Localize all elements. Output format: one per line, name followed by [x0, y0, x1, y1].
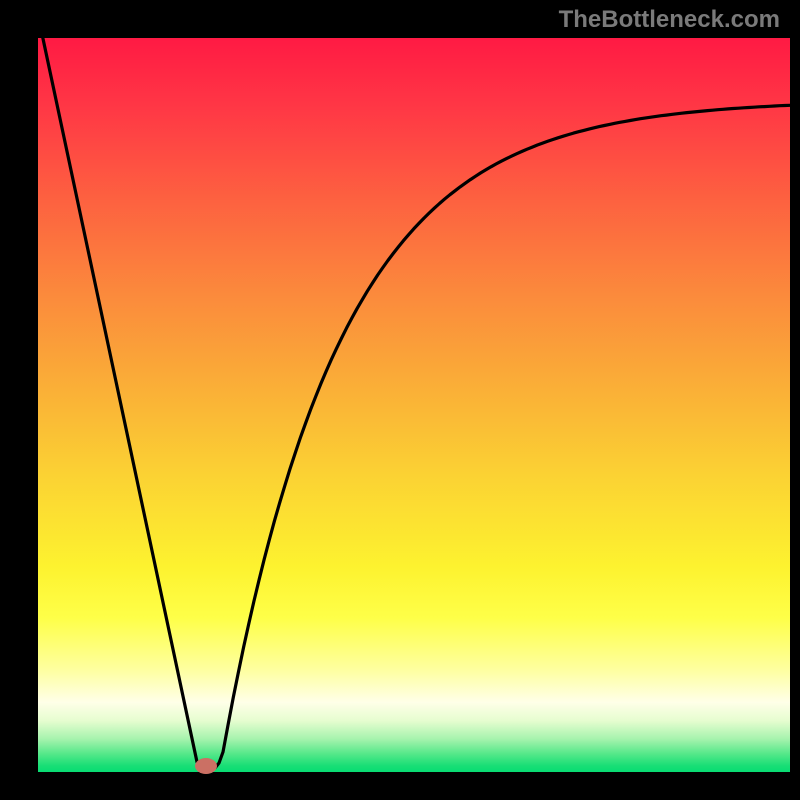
plot-gradient-background	[38, 38, 790, 772]
plot-border-bottom	[0, 772, 800, 800]
plot-border-right	[790, 0, 800, 800]
optimal-point-marker	[195, 758, 217, 774]
plot-border-left	[0, 0, 38, 800]
attribution-text: TheBottleneck.com	[559, 6, 780, 34]
chart-canvas: TheBottleneck.com	[0, 0, 800, 800]
